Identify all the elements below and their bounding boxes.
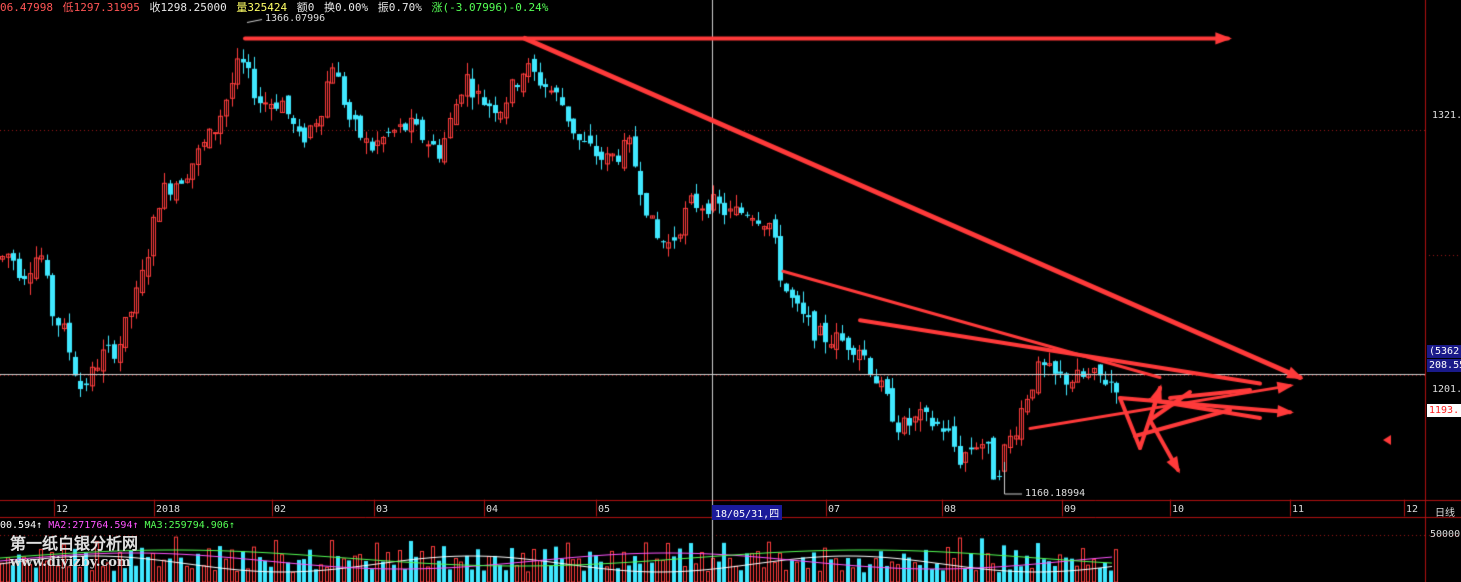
x-tick-label: 04 bbox=[486, 504, 499, 515]
x-tick-label: 05 bbox=[598, 504, 611, 515]
amplitude-value: 振0.70% bbox=[377, 1, 422, 14]
change-value: 涨(-3.07996)-0.24% bbox=[431, 1, 549, 14]
x-tick-label: 09 bbox=[1064, 504, 1077, 515]
crosshair-price-tag: 208.55 bbox=[1427, 359, 1461, 372]
x-tick-label: 12 bbox=[1406, 504, 1419, 515]
y-tick-1321: 1321. bbox=[1432, 110, 1461, 121]
volume-value: 量325424 bbox=[236, 1, 288, 14]
quote-info-bar: 06.47998 低1297.31995 收1298.25000 量325424… bbox=[0, 1, 551, 15]
x-tick-label: 08 bbox=[944, 504, 957, 515]
volume-ma-legend: 00.594↑ MA2:271764.594↑ MA3:259794.906↑ bbox=[0, 519, 235, 532]
turnover-value: 换0.00% bbox=[323, 1, 369, 14]
volume-tick: 50000 bbox=[1430, 529, 1461, 540]
low-annotation: 1160.18994 bbox=[1025, 488, 1086, 499]
x-tick-label: 11 bbox=[1292, 504, 1305, 515]
x-tick-label: 12 bbox=[56, 504, 69, 515]
watermark-title: 第一纸白银分析网 bbox=[10, 534, 139, 553]
low-value: 低1297.31995 bbox=[62, 1, 140, 14]
ma1-label: 00.594↑ bbox=[0, 520, 43, 531]
x-tick-label: 2018 bbox=[156, 504, 181, 515]
close-value: 收1298.25000 bbox=[149, 1, 227, 14]
ma2-label: MA2:271764.594↑ bbox=[48, 520, 139, 531]
watermark-url: www.diyizby.com bbox=[10, 555, 131, 570]
crosshair-date-tag: 18/05/31,四 bbox=[712, 505, 783, 520]
high-annotation: 1366.07996 bbox=[265, 13, 326, 24]
y-tick-1201: 1201. bbox=[1432, 384, 1461, 395]
x-tick-label: 10 bbox=[1172, 504, 1185, 515]
ma3-label: MA3:259794.906↑ bbox=[144, 520, 235, 531]
open-value: 06.47998 bbox=[0, 1, 53, 14]
x-tick-label: 07 bbox=[828, 504, 841, 515]
amount-value: 额0 bbox=[296, 1, 315, 14]
x-tick-label: 03 bbox=[376, 504, 389, 515]
period-label[interactable]: 日线 bbox=[1435, 508, 1455, 519]
crosshair-volume-tag: (5362 bbox=[1427, 345, 1461, 358]
current-price-tag: 1193. bbox=[1427, 404, 1461, 417]
x-tick-label: 02 bbox=[274, 504, 287, 515]
